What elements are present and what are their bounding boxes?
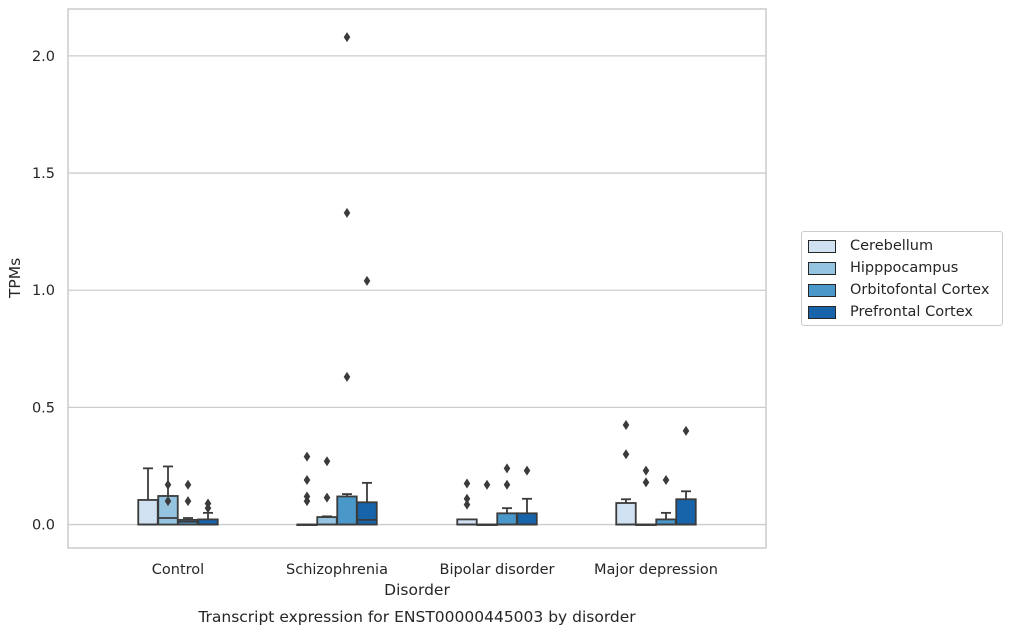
legend-label: Cerebellum bbox=[850, 238, 934, 254]
outlier-point bbox=[343, 32, 351, 43]
box-orbitofontal-cortex bbox=[496, 463, 518, 526]
legend-item-cerebellum: Cerebellum bbox=[808, 236, 933, 256]
outlier-point bbox=[303, 451, 311, 462]
box-hipppocampus bbox=[157, 465, 179, 526]
box-prefrontal-cortex bbox=[197, 498, 219, 526]
outlier-point bbox=[164, 496, 172, 507]
box-prefrontal-cortex bbox=[675, 425, 697, 526]
y-tick-label: 2.0 bbox=[32, 49, 55, 65]
box-orbitofontal-cortex bbox=[655, 475, 677, 526]
legend-swatch-orbitofrontal-cortex bbox=[808, 283, 836, 297]
box-prefrontal-cortex bbox=[516, 465, 538, 526]
outlier-point bbox=[164, 479, 172, 490]
y-axis-label: TPMs bbox=[6, 258, 24, 299]
chart-title: Transcript expression for ENST0000044500… bbox=[197, 608, 636, 626]
plot-area bbox=[67, 8, 767, 549]
box-orbitofontal-cortex bbox=[336, 32, 358, 526]
outlier-point bbox=[483, 479, 491, 490]
y-tick-label: 1.5 bbox=[32, 166, 55, 182]
box bbox=[675, 498, 697, 526]
x-tick-label: Schizophrenia bbox=[286, 562, 388, 578]
legend-label: Orbitofontal Cortex bbox=[850, 282, 990, 298]
outlier-point bbox=[463, 478, 471, 489]
box-hipppocampus bbox=[316, 456, 338, 526]
x-tick-label: Major depression bbox=[594, 562, 718, 578]
outlier-point bbox=[363, 275, 371, 286]
outlier-point bbox=[184, 479, 192, 490]
box bbox=[615, 502, 637, 526]
legend-label: Hipppocampus bbox=[850, 260, 959, 276]
outlier-point bbox=[523, 465, 531, 476]
box bbox=[496, 512, 518, 526]
box-cerebellum bbox=[456, 478, 478, 526]
legend-label: Prefrontal Cortex bbox=[850, 304, 973, 320]
y-tick-labels: 0.0 0.5 1.0 1.5 2.0 bbox=[32, 49, 55, 534]
outlier-point bbox=[503, 479, 511, 490]
outlier-point bbox=[323, 492, 331, 503]
x-axis-label: Disorder bbox=[384, 581, 450, 599]
outlier-point bbox=[662, 475, 670, 486]
legend-item-hippocampus: Hipppocampus bbox=[808, 258, 958, 278]
legend-item-orbitofrontal-cortex: Orbitofontal Cortex bbox=[808, 280, 989, 300]
x-tick-label: Bipolar disorder bbox=[440, 562, 555, 578]
x-tick-labels: Control Schizophrenia Bipolar disorder Majo… bbox=[152, 562, 718, 578]
outlier-point bbox=[682, 425, 690, 436]
box bbox=[516, 512, 538, 526]
y-tick-label: 0.0 bbox=[32, 518, 55, 534]
box bbox=[356, 501, 378, 526]
box-prefrontal-cortex bbox=[356, 275, 378, 526]
outlier-point bbox=[343, 371, 351, 382]
outlier-point bbox=[303, 475, 311, 486]
legend-swatch-cerebellum bbox=[808, 239, 836, 253]
y-tick-label: 0.5 bbox=[32, 400, 55, 416]
outlier-point bbox=[642, 477, 650, 488]
box bbox=[137, 499, 159, 526]
outlier-point bbox=[184, 496, 192, 507]
outlier-point bbox=[642, 465, 650, 476]
box-cerebellum bbox=[615, 419, 637, 526]
legend: Cerebellum Hipppocampus Orbitofontal Cor… bbox=[801, 231, 1003, 326]
legend-swatch-hippocampus bbox=[808, 261, 836, 275]
outlier-point bbox=[622, 449, 630, 460]
box bbox=[336, 495, 358, 526]
outlier-point bbox=[463, 493, 471, 504]
box bbox=[316, 516, 338, 526]
box-cerebellum bbox=[296, 451, 318, 526]
legend-item-prefrontal-cortex: Prefrontal Cortex bbox=[808, 302, 973, 322]
outlier-point bbox=[463, 499, 471, 510]
outlier-point bbox=[323, 456, 331, 467]
outlier-point bbox=[622, 419, 630, 430]
x-tick-label: Control bbox=[152, 562, 204, 578]
outlier-point bbox=[343, 207, 351, 218]
outlier-point bbox=[204, 498, 212, 509]
box-hipppocampus bbox=[476, 479, 498, 526]
legend-swatch-prefrontal-cortex bbox=[808, 305, 836, 319]
box-group bbox=[137, 32, 697, 526]
outlier-point bbox=[303, 491, 311, 502]
outlier-point bbox=[503, 463, 511, 474]
box-orbitofontal-cortex bbox=[177, 479, 199, 526]
y-tick-label: 1.0 bbox=[32, 283, 55, 299]
